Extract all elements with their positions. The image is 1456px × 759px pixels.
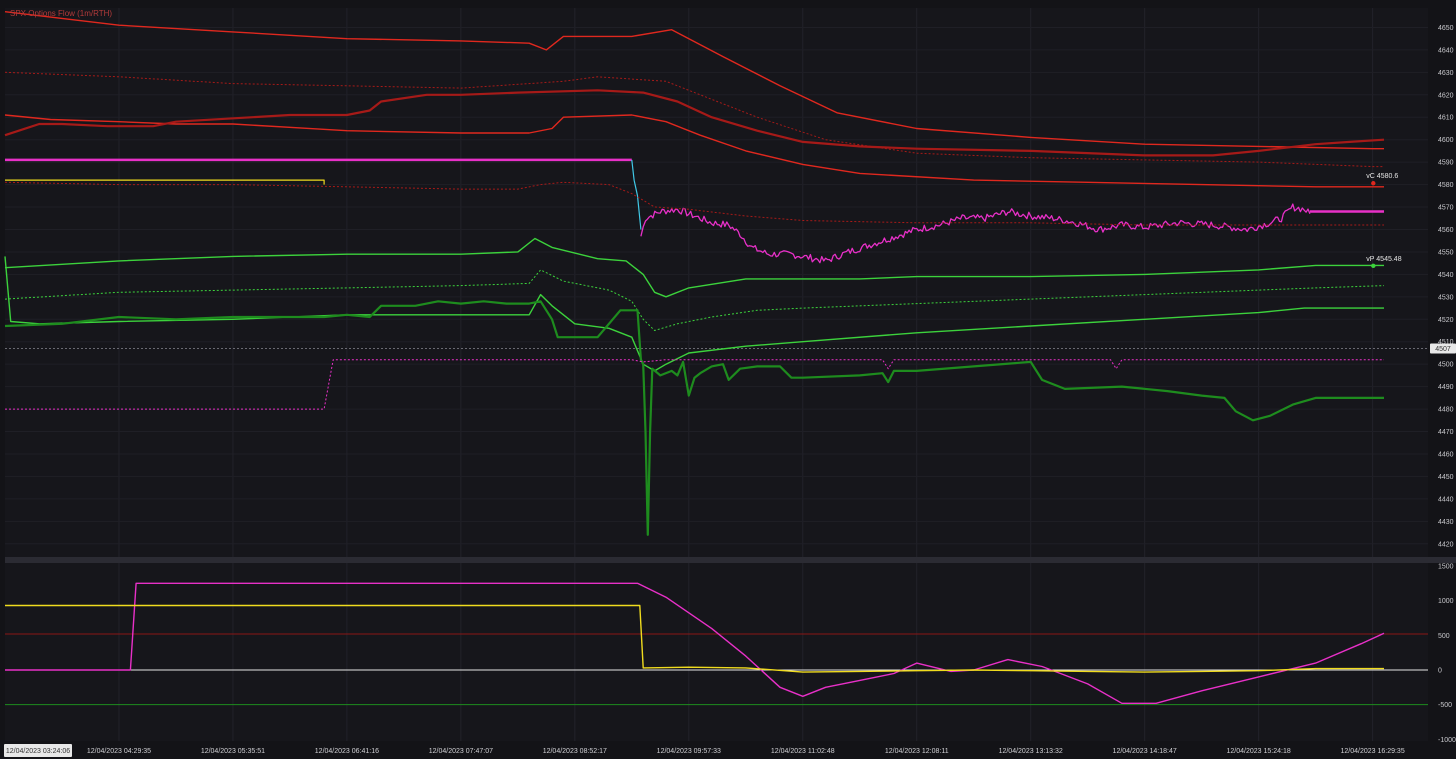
crosshair-x-box [4,744,72,757]
x-tick-label: 12/04/2023 13:13:32 [999,748,1063,755]
y-tick-label: 4540 [1438,272,1454,279]
y-tick-label: 4520 [1438,317,1454,324]
y-tick-label: 4640 [1438,47,1454,54]
flow-y-tick-label: 1000 [1438,598,1454,605]
y-tick-label: 4490 [1438,384,1454,391]
y-tick-label: 4460 [1438,451,1454,458]
price-series-line [4,114,1384,188]
y-tick-label: 4600 [1438,137,1454,144]
flow-series-line [5,604,1384,673]
y-tick-label: 4570 [1438,205,1454,212]
x-tick-label: 12/04/2023 06:41:16 [315,748,379,755]
x-tick-label: 12/04/2023 11:02:48 [771,748,835,755]
y-tick-label: 4430 [1438,519,1454,526]
crosshair-y-label: 4507 [1435,346,1451,353]
price-series-line [4,89,1385,157]
annotation-label: vC 4580.6 [1366,173,1398,180]
y-tick-label: 4420 [1438,541,1454,548]
flow-y-tick-label: 500 [1438,633,1450,640]
flow-y-tick-label: -500 [1438,702,1452,709]
x-tick-label: 12/04/2023 04:29:35 [87,748,151,755]
crosshair-x-label: 12/04/2023 03:24:06 [6,748,70,755]
x-tick-label: 12/04/2023 09:57:33 [657,748,721,755]
price-series-line [5,179,325,185]
price-series-line [4,181,1384,226]
price-series-line [631,159,642,230]
x-tick-label: 12/04/2023 07:47:07 [429,748,493,755]
y-tick-label: 4500 [1438,362,1454,369]
x-tick-label: 12/04/2023 12:08:11 [885,748,949,755]
y-tick-label: 4630 [1438,70,1454,77]
y-tick-label: 4470 [1438,429,1454,436]
flow-y-tick-label: 1500 [1438,564,1454,571]
x-tick-label: 12/04/2023 08:52:17 [543,748,607,755]
x-tick-label: 12/04/2023 14:18:47 [1113,748,1177,755]
series-layer [4,11,1428,706]
price-panel-background [5,8,1428,557]
axes: 12/04/2023 04:29:35 12/04/2023 05:35:51 12… [4,25,1456,757]
y-tick-label: 4610 [1438,115,1454,122]
price-series-line [4,300,1384,536]
x-tick-label: 12/04/2023 16:29:35 [1340,748,1404,755]
flow-series-line [5,582,1385,704]
y-tick-label: 4580 [1438,182,1454,189]
price-series-line [4,11,1384,150]
flow-y-tick-label: 0 [1438,668,1442,675]
annotation-dot [1371,263,1376,269]
y-tick-label: 4480 [1438,407,1454,414]
y-tick-label: 4620 [1438,92,1454,99]
price-series-line [5,359,1384,410]
y-tick-label: 4530 [1438,294,1454,301]
price-series-line [4,237,1384,298]
y-tick-label: 4440 [1438,496,1454,503]
y-tick-label: 4650 [1438,25,1454,32]
x-tick-label: 12/04/2023 05:35:51 [201,748,265,755]
flow-panel-background [5,563,1428,741]
annotation-dot [1371,181,1376,186]
y-tick-label: 4550 [1438,249,1454,256]
price-series-line [4,71,1384,168]
panel-separator [5,557,1456,563]
y-tick-label: 4450 [1438,474,1454,481]
annotation-label: vP 4545.48 [1366,256,1401,263]
x-tick-label: 12/04/2023 15:24:18 [1227,748,1291,755]
price-series-line [640,203,1311,264]
price-series-line [4,269,1385,331]
y-tick-label: 4590 [1438,160,1454,167]
grid [5,8,1428,741]
price-series-line [4,256,1384,372]
crosshair-y-box [1430,343,1456,354]
y-tick-label: 4510 [1438,339,1454,346]
flow-y-tick-label: -1000 [1438,737,1456,744]
y-tick-label: 4560 [1438,227,1454,234]
chart-title: SPX Options Flow (1m/RTH) [10,9,112,18]
